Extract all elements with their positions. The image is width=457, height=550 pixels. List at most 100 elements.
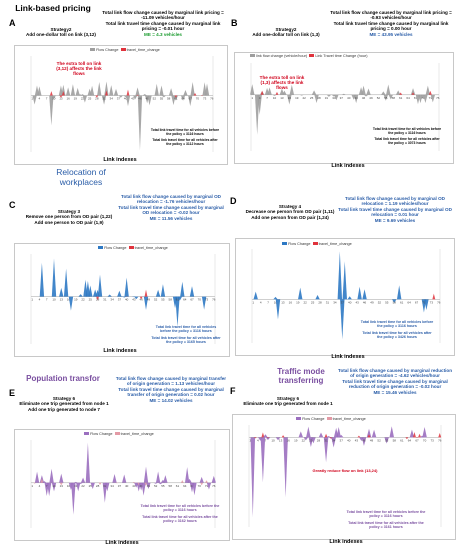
flow-spike xyxy=(118,95,123,98)
strategy-name: Strategy 6 xyxy=(276,396,300,401)
tick-label: 73 xyxy=(430,300,434,304)
flow-spike xyxy=(51,482,57,492)
panel-c-strategy: Strategy 3 Remove one person from OD pai… xyxy=(24,209,114,225)
tick-label: 52 xyxy=(377,438,381,442)
legend-swatch-travel xyxy=(128,246,134,249)
flow-spike xyxy=(97,274,103,297)
flow-spike xyxy=(134,296,139,300)
strategy-detail: Remove one person from OD pair (1,22) xyxy=(25,214,113,220)
panel-letter-f: F xyxy=(230,386,236,396)
travel-spike xyxy=(418,433,422,438)
tick-label: 13 xyxy=(60,298,64,302)
flow-spike xyxy=(409,429,415,438)
flow-spike xyxy=(250,437,256,518)
strategy-detail: Eliminate one trip generated from node 1 xyxy=(243,401,333,407)
tick-label: 67 xyxy=(415,438,419,442)
flow-spike xyxy=(160,284,166,297)
panel-c-xlabel: Link indexes xyxy=(103,348,137,354)
travel-spike xyxy=(104,90,108,96)
tick-label: 25 xyxy=(311,300,315,304)
flow-spike xyxy=(85,442,91,483)
tick-label: 31 xyxy=(103,484,107,488)
panel-b-strategy: Strategy2 Add one-dollar toll on link (1… xyxy=(246,27,326,38)
flow-spike xyxy=(410,88,416,95)
tick-label: 58 xyxy=(169,484,173,488)
flow-spike xyxy=(70,84,76,96)
tick-label: 76 xyxy=(210,97,214,101)
tick-label: 46 xyxy=(139,298,143,302)
tick-label: 73 xyxy=(205,484,209,488)
strategy-detail: Add one-dollar toll on link (3,12) xyxy=(26,32,96,38)
flow-spike xyxy=(141,482,146,496)
panel-b-xlabel: Link indexes xyxy=(331,163,365,169)
panel-c-chart: 1 4 7 10 13 16 19 22 25 28 31 34 37 40 43 46 49 52 55 58 61 6… xyxy=(14,243,230,357)
flow-spike xyxy=(273,296,278,300)
tick-label: 25 xyxy=(88,97,92,101)
tick-label: 13 xyxy=(60,484,64,488)
flow-spike xyxy=(338,434,344,438)
flow-spike xyxy=(142,93,147,96)
travel-spike xyxy=(405,437,409,440)
flow-spike xyxy=(396,285,402,300)
travel-spike xyxy=(98,482,102,485)
stat-me: ME = 14.02 vehicles xyxy=(149,397,193,403)
flow-spike xyxy=(287,94,292,105)
flow-spike xyxy=(78,294,83,297)
flow-spike xyxy=(392,299,397,303)
tick-label: 16 xyxy=(286,438,290,442)
tick-label: 25 xyxy=(309,438,313,442)
flow-spike xyxy=(260,437,266,483)
flow-spike xyxy=(363,94,369,97)
flow-spike xyxy=(97,82,102,96)
tick-label: 58 xyxy=(393,300,397,304)
tick-label: 46 xyxy=(139,484,143,488)
flow-spike xyxy=(34,471,40,483)
flow-spike xyxy=(49,468,54,483)
note-after: Total link travel time for all vehicles … xyxy=(142,514,218,523)
note-before: Total link travel time for all vehicles … xyxy=(346,510,426,519)
legend-flow: Flow Change xyxy=(96,48,119,52)
flow-spike xyxy=(311,437,316,444)
section-title-traffic-mode: Traffic mode transferring xyxy=(277,367,325,385)
panel-f-plot: 1 4 7 10 13 16 19 22 25 28 31 34 37 40 43 46 49 52 55 58 61 6… xyxy=(248,425,442,527)
travel-spike xyxy=(180,480,184,483)
tick-label: 61 xyxy=(176,484,180,488)
panel-e-note: Total link travel time for all vehicles … xyxy=(140,504,220,523)
travel-spike xyxy=(193,92,197,96)
note-before: Total link travel time for all vehicles … xyxy=(360,320,434,329)
panel-a-stats: Total link flow change caused by margina… xyxy=(100,10,226,37)
callout-line: The extra toll on link xyxy=(56,61,102,66)
stat-flow: Total link flow change caused by margina… xyxy=(345,196,445,207)
flow-spike xyxy=(173,95,179,101)
flow-spike xyxy=(192,482,197,496)
legend-swatch-flow xyxy=(98,246,103,249)
flow-spike xyxy=(124,277,129,297)
tick-label: 1 xyxy=(252,300,254,304)
tick-label: 49 xyxy=(370,300,374,304)
note-before: Total link travel time for all vehicles … xyxy=(155,325,217,334)
panel-e-stats: Total link flow change caused by margina… xyxy=(114,376,228,403)
flow-spike xyxy=(201,296,207,310)
strategy-detail: Add one trip generated to node 7 xyxy=(28,406,100,412)
panel-d-stats: Total link flow change caused by margina… xyxy=(338,196,452,223)
flow-spike xyxy=(326,94,332,97)
tick-label: 34 xyxy=(110,298,114,302)
legend-flow: Flow Change xyxy=(288,242,311,246)
stat-time: Total link travel time change caused by … xyxy=(342,378,448,390)
note-after: Total link travel time for all vehicles … xyxy=(152,138,218,147)
flow-spike xyxy=(42,481,47,483)
flow-spike xyxy=(104,81,109,96)
tick-label: 52 xyxy=(154,298,158,302)
flow-spike xyxy=(107,294,112,297)
flow-spike xyxy=(361,85,366,95)
tick-label: 40 xyxy=(348,300,352,304)
panel-e-strategy: Strategy 6 Eliminate one trip generated … xyxy=(14,396,114,412)
flow-spike xyxy=(265,437,271,440)
flow-spike xyxy=(336,427,341,438)
tick-label: 4 xyxy=(39,97,41,101)
tick-label: 13 xyxy=(59,97,63,101)
panel-a-xlabel: Link indexes xyxy=(103,157,137,163)
panel-letter-c: C xyxy=(9,200,16,210)
tick-label: 67 xyxy=(190,484,194,488)
strategy-detail: Eliminate one trip generated from node 1 xyxy=(19,401,109,407)
